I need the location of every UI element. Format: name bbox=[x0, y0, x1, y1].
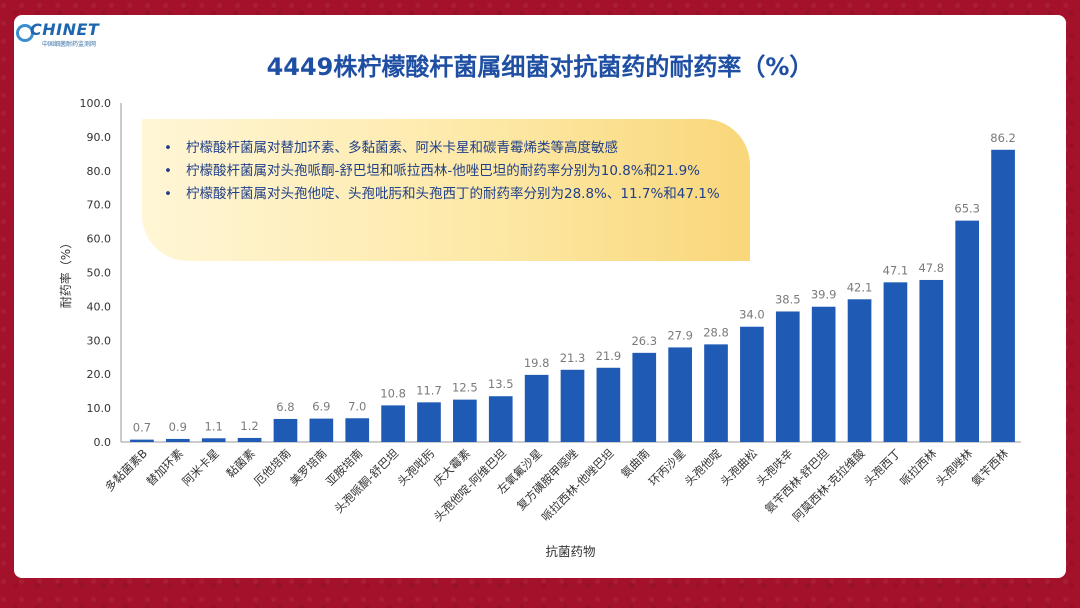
data-label: 1.1 bbox=[205, 419, 223, 433]
bar bbox=[811, 306, 836, 442]
y-tick-label: 90.0 bbox=[87, 131, 112, 144]
chart-title: 4449株柠檬酸杆菌属细菌对抗菌药的耐药率（%） bbox=[266, 53, 814, 81]
summary-note: 柠檬酸杆菌属对替加环素、多黏菌素、阿米卡星和碳青霉烯类等高度敏感 柠檬酸杆菌属对… bbox=[142, 119, 750, 261]
y-tick-label: 100.0 bbox=[80, 97, 112, 110]
y-tick-label: 70.0 bbox=[87, 199, 112, 212]
data-label: 38.5 bbox=[775, 292, 801, 306]
x-tick-label: 头孢他啶 bbox=[682, 446, 725, 489]
data-label: 1.2 bbox=[240, 419, 258, 433]
bar bbox=[165, 438, 190, 442]
y-tick-label: 80.0 bbox=[87, 165, 112, 178]
x-tick-label: 替加环素 bbox=[144, 446, 186, 488]
data-label: 12.5 bbox=[452, 381, 478, 395]
bar bbox=[740, 326, 764, 442]
bar bbox=[847, 299, 872, 442]
data-label: 47.8 bbox=[918, 261, 944, 275]
x-tick-label: 头孢哌酮-舒巴坦 bbox=[331, 446, 401, 516]
x-tick-label: 头孢吡肟 bbox=[395, 446, 437, 488]
x-tick-label: 氨苄西林-舒巴坦 bbox=[762, 446, 832, 516]
bar bbox=[632, 352, 657, 442]
bar bbox=[237, 437, 262, 442]
data-label: 10.8 bbox=[380, 386, 406, 400]
x-tick-label: 头孢唑林 bbox=[933, 446, 976, 489]
chinet-logo: CHINET 中国细菌耐药监测网 bbox=[16, 20, 106, 50]
bar bbox=[488, 396, 513, 442]
bar bbox=[381, 405, 405, 442]
bar bbox=[309, 418, 334, 442]
data-label: 21.3 bbox=[560, 351, 586, 365]
bar bbox=[273, 418, 298, 442]
x-tick-label: 氨苄西林 bbox=[969, 446, 1012, 489]
y-tick-label: 10.0 bbox=[87, 402, 112, 415]
data-label: 13.5 bbox=[488, 377, 514, 391]
logo-text: CHINET bbox=[30, 20, 100, 39]
x-tick-label: 头孢西丁 bbox=[861, 446, 903, 488]
y-tick-label: 30.0 bbox=[87, 334, 112, 347]
bar bbox=[955, 220, 980, 442]
x-tick-label: 氨曲南 bbox=[618, 446, 652, 480]
bar bbox=[704, 344, 728, 442]
x-axis-label: 抗菌药物 bbox=[545, 544, 595, 559]
x-tick-label: 哌拉西林 bbox=[897, 446, 940, 489]
bar bbox=[775, 311, 800, 442]
bar bbox=[524, 374, 549, 442]
note-item: 柠檬酸杆菌属对头孢他啶、头孢吡肟和头孢西丁的耐药率分别为28.8%、11.7%和… bbox=[164, 183, 750, 206]
data-label: 42.1 bbox=[847, 280, 873, 294]
x-tick-label: 厄他培南 bbox=[251, 446, 293, 488]
bar bbox=[560, 369, 585, 442]
x-tick-label: 环丙沙星 bbox=[646, 446, 688, 488]
bar bbox=[668, 347, 692, 442]
x-tick-label: 多黏菌素B bbox=[102, 446, 150, 494]
note-item: 柠檬酸杆菌属对头孢哌酮-舒巴坦和哌拉西林-他唑巴坦的耐药率分别为10.8%和21… bbox=[164, 160, 750, 183]
x-tick-label: 美罗培南 bbox=[287, 446, 329, 488]
data-label: 0.9 bbox=[169, 420, 187, 434]
bar bbox=[417, 402, 441, 442]
data-label: 7.0 bbox=[348, 399, 366, 413]
bar bbox=[919, 279, 944, 442]
x-tick-label: 黏菌素 bbox=[223, 446, 257, 480]
data-label: 28.8 bbox=[703, 325, 729, 339]
bar bbox=[991, 149, 1015, 443]
bar bbox=[130, 439, 154, 442]
data-label: 39.9 bbox=[811, 288, 837, 302]
data-label: 65.3 bbox=[954, 202, 980, 216]
data-label: 86.2 bbox=[990, 131, 1016, 145]
logo-ring-icon bbox=[16, 24, 34, 42]
data-label: 6.8 bbox=[276, 400, 294, 414]
x-tick-label: 阿米卡星 bbox=[179, 446, 221, 488]
data-label: 0.7 bbox=[133, 421, 151, 435]
bar bbox=[596, 367, 621, 442]
data-label: 47.1 bbox=[883, 263, 909, 277]
data-label: 6.9 bbox=[312, 400, 330, 414]
y-axis-label: 耐药率（%） bbox=[58, 237, 73, 308]
data-label: 34.0 bbox=[739, 308, 765, 322]
bar bbox=[453, 399, 477, 442]
y-tick-label: 20.0 bbox=[87, 368, 112, 381]
data-label: 19.8 bbox=[524, 356, 550, 370]
bar bbox=[201, 438, 226, 442]
bar bbox=[345, 418, 370, 442]
note-item: 柠檬酸杆菌属对替加环素、多黏菌素、阿米卡星和碳青霉烯类等高度敏感 bbox=[164, 137, 750, 160]
data-label: 26.3 bbox=[631, 334, 657, 348]
x-tick-label: 头孢曲松 bbox=[718, 446, 760, 488]
y-tick-label: 0.0 bbox=[94, 436, 112, 449]
bar bbox=[883, 282, 908, 442]
y-tick-label: 40.0 bbox=[87, 300, 112, 313]
y-tick-label: 60.0 bbox=[87, 233, 112, 246]
logo-subtitle: 中国细菌耐药监测网 bbox=[42, 41, 97, 48]
y-tick-label: 50.0 bbox=[87, 267, 112, 280]
data-label: 21.9 bbox=[596, 349, 622, 363]
data-label: 27.9 bbox=[667, 328, 693, 342]
data-label: 11.7 bbox=[416, 383, 442, 397]
